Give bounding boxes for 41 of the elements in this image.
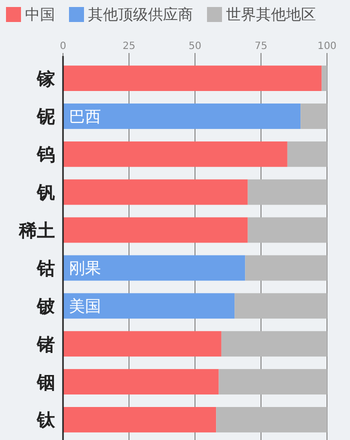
data-label: 刚果 — [69, 258, 101, 278]
legend-label: 世界其他地区 — [226, 5, 316, 24]
bar — [63, 217, 248, 243]
bar — [63, 104, 301, 129]
data-label: 巴西 — [69, 106, 101, 126]
bar — [245, 255, 327, 281]
x-tick-label: 75 — [254, 41, 268, 52]
legend-label: 其他顶级供应商 — [88, 5, 193, 24]
y-tick-label: 稀土 — [18, 220, 55, 242]
x-tick-label: 50 — [188, 41, 202, 52]
x-tick-label: 100 — [317, 41, 337, 52]
y-tick-label: 铟 — [36, 372, 55, 394]
y-tick-label: 镓 — [36, 68, 56, 90]
bar — [63, 66, 322, 92]
y-tick-label: 铌 — [36, 106, 55, 128]
bar — [63, 331, 222, 357]
y-tick-label: 锗 — [36, 334, 55, 356]
y-tick-label: 钨 — [36, 144, 55, 166]
y-tick-label: 铍 — [36, 296, 55, 318]
bar — [63, 141, 288, 167]
bar — [248, 217, 327, 243]
y-tick-label: 钛 — [36, 410, 56, 432]
bar — [287, 141, 327, 167]
bar — [300, 104, 327, 129]
bar — [63, 255, 246, 281]
bar — [63, 293, 235, 319]
y-tick-label: 钴 — [36, 258, 55, 280]
y-tick-label: 钒 — [36, 182, 55, 204]
bar — [234, 293, 327, 319]
bar — [322, 66, 327, 92]
x-tick-label: 25 — [122, 41, 136, 52]
bar — [248, 179, 327, 205]
bar — [63, 406, 216, 432]
bar — [63, 369, 219, 394]
bar — [63, 179, 248, 205]
legend-label: 中国 — [25, 5, 55, 24]
bar — [218, 369, 327, 394]
bar — [216, 406, 327, 432]
data-label: 美国 — [69, 296, 101, 316]
x-tick-label: 0 — [60, 41, 66, 52]
bar — [221, 331, 327, 357]
